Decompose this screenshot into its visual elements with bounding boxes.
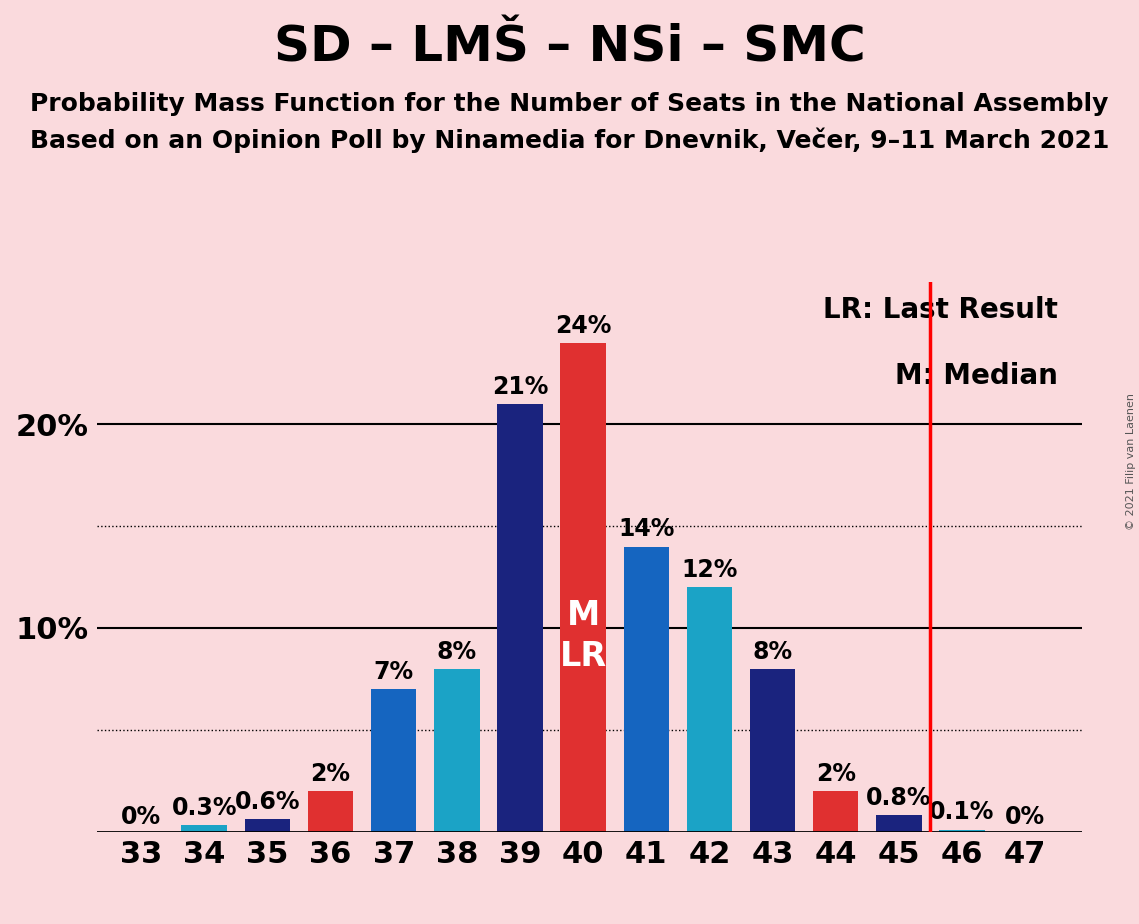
- Text: © 2021 Filip van Laenen: © 2021 Filip van Laenen: [1126, 394, 1136, 530]
- Bar: [498, 404, 542, 832]
- Text: 24%: 24%: [555, 314, 612, 338]
- Bar: [560, 343, 606, 832]
- Text: 0%: 0%: [1005, 805, 1046, 829]
- Bar: [813, 791, 859, 832]
- Text: SD – LMŠ – NSi – SMC: SD – LMŠ – NSi – SMC: [273, 23, 866, 71]
- Text: 2%: 2%: [816, 761, 855, 785]
- Bar: [308, 791, 353, 832]
- Text: 0%: 0%: [121, 805, 161, 829]
- Bar: [371, 689, 417, 832]
- Text: 8%: 8%: [753, 639, 793, 663]
- Bar: [940, 830, 985, 832]
- Text: Based on an Opinion Poll by Ninamedia for Dnevnik, Večer, 9–11 March 2021: Based on an Opinion Poll by Ninamedia fo…: [30, 128, 1109, 153]
- Bar: [245, 820, 290, 832]
- Text: 8%: 8%: [436, 639, 477, 663]
- Text: 0.3%: 0.3%: [172, 796, 237, 821]
- Text: Probability Mass Function for the Number of Seats in the National Assembly: Probability Mass Function for the Number…: [31, 92, 1108, 116]
- Text: 0.1%: 0.1%: [929, 800, 994, 824]
- Text: 12%: 12%: [681, 558, 738, 582]
- Text: M: Median: M: Median: [894, 361, 1057, 390]
- Bar: [876, 815, 921, 832]
- Text: 0.8%: 0.8%: [866, 786, 932, 810]
- Bar: [749, 669, 795, 832]
- Bar: [181, 825, 227, 832]
- Text: 0.6%: 0.6%: [235, 790, 300, 814]
- Text: 2%: 2%: [311, 761, 351, 785]
- Text: 14%: 14%: [618, 517, 674, 541]
- Text: M
LR: M LR: [559, 600, 607, 673]
- Bar: [434, 669, 480, 832]
- Bar: [623, 546, 669, 832]
- Text: LR: Last Result: LR: Last Result: [822, 296, 1057, 323]
- Bar: [687, 588, 732, 832]
- Text: 21%: 21%: [492, 375, 548, 399]
- Text: 7%: 7%: [374, 660, 413, 684]
